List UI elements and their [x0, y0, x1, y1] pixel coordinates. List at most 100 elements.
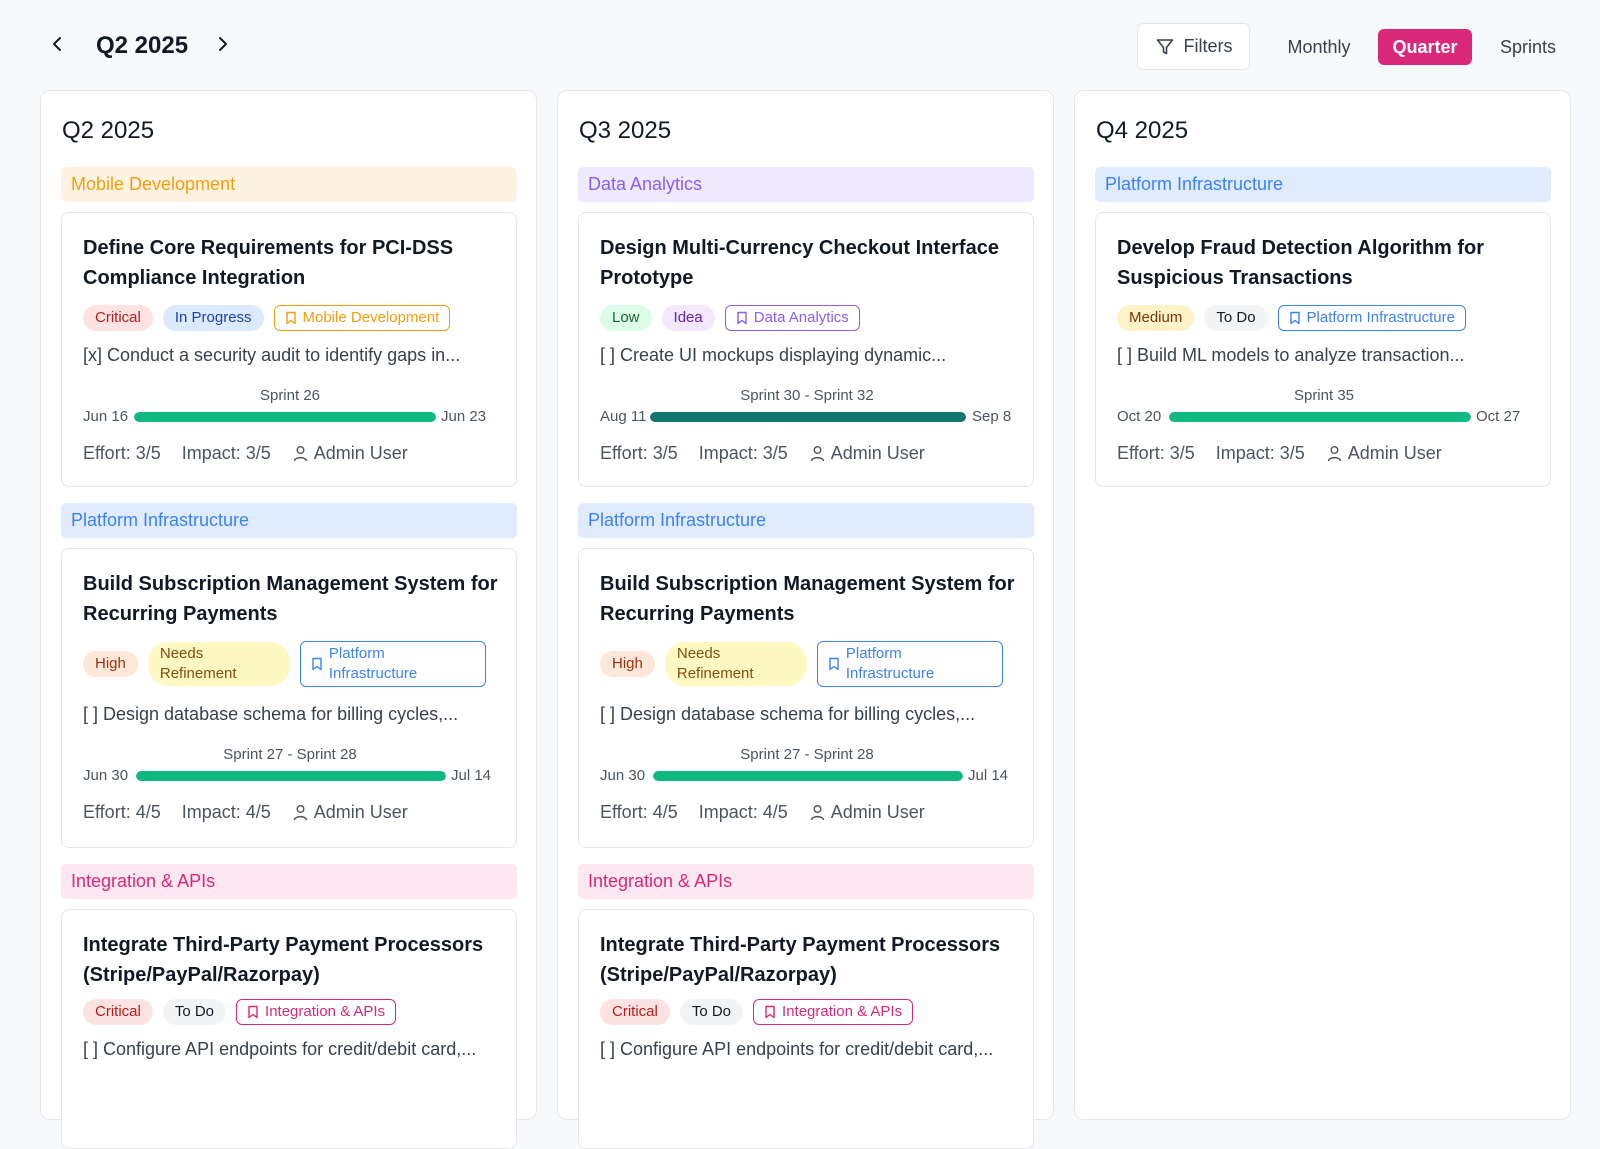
- category-label: Platform Infrastructure: [845, 645, 935, 682]
- bookmark-icon: [1289, 311, 1300, 325]
- card-title: Integrate Third-Party Payment Processors…: [600, 934, 1001, 986]
- effort-score: Effort: 4/5: [600, 802, 678, 822]
- timeline-bar-fill: [1169, 412, 1471, 422]
- roadmap-card[interactable]: Build Subscription Management System for…: [61, 548, 517, 848]
- category-badge: Data Analytics: [724, 305, 860, 331]
- view-monthly-button[interactable]: Monthly: [1287, 36, 1351, 57]
- card-description: [ ] Configure API endpoints for credit/d…: [83, 1039, 477, 1059]
- timeline-bar: [136, 771, 446, 781]
- next-period-button[interactable]: [209, 30, 237, 58]
- group-header-integration-apis: Integration & APIs: [61, 864, 517, 899]
- end-date: Jul 14: [451, 767, 492, 784]
- sprint-label: Sprint 27 - Sprint 28: [223, 746, 357, 763]
- card-meta: Effort: 3/5 Impact: 3/5 Admin User: [600, 443, 925, 464]
- bookmark-icon: [765, 1005, 775, 1019]
- category-label: Data Analytics: [753, 309, 849, 326]
- start-date: Jun 30: [600, 767, 646, 784]
- timeline-bar-fill: [650, 412, 966, 422]
- previous-period-button[interactable]: [43, 30, 71, 58]
- roadmap-card[interactable]: Develop Fraud Detection Algorithm for Su…: [1095, 212, 1551, 487]
- category-badge: Platform Infrastructure: [816, 641, 1003, 687]
- category-badge: Integration & APIs: [753, 999, 914, 1025]
- status-badge: To Do: [1204, 305, 1268, 331]
- impact-score: Impact: 3/5: [698, 443, 788, 463]
- category-label: Platform Infrastructure: [328, 645, 418, 682]
- sprint-label: Sprint 35: [1293, 387, 1355, 404]
- sprint-label: Sprint 26: [259, 387, 321, 404]
- status-badge: Idea: [661, 305, 715, 331]
- card-description: [ ] Create UI mockups displaying dynamic…: [600, 345, 947, 365]
- status-badge: In Progress: [162, 305, 264, 331]
- end-date: Jul 14: [968, 767, 1009, 784]
- priority-badge: Medium: [1117, 305, 1195, 331]
- card-tags: Medium To Do Platform Infrastructure: [1117, 305, 1466, 331]
- effort-score: Effort: 3/5: [1117, 443, 1195, 463]
- view-quarter-button[interactable]: Quarter: [1378, 29, 1472, 65]
- card-title: Build Subscription Management System for…: [600, 573, 1015, 625]
- start-date: Jun 30: [83, 767, 129, 784]
- start-date: Jun 16: [83, 408, 129, 425]
- user-icon: [810, 805, 824, 821]
- bookmark-icon: [285, 311, 296, 325]
- category-label: Integration & APIs: [265, 1003, 386, 1020]
- timeline-bar-fill: [653, 771, 963, 781]
- user-icon: [1327, 446, 1341, 462]
- filters-label: Filters: [1183, 36, 1233, 56]
- status-badge: To Do: [162, 999, 227, 1025]
- column-title: Q4 2025: [1096, 117, 1189, 144]
- end-date: Oct 27: [1476, 408, 1521, 425]
- period-title: Q2 2025: [96, 32, 189, 59]
- category-label: Mobile Development: [302, 309, 440, 326]
- card-tags: High Needs Refinement Platform Infrastru…: [600, 641, 1003, 687]
- column-title: Q2 2025: [62, 117, 155, 144]
- roadmap-card[interactable]: Build Subscription Management System for…: [578, 548, 1034, 848]
- start-date: Oct 20: [1117, 408, 1162, 425]
- user-icon: [293, 446, 307, 462]
- priority-badge: Critical: [600, 999, 670, 1025]
- owner-name: Admin User: [313, 802, 408, 822]
- category-badge: Platform Infrastructure: [299, 641, 486, 687]
- sprint-label: Sprint 30 - Sprint 32: [740, 387, 874, 404]
- impact-score: Impact: 4/5: [181, 802, 271, 822]
- quarter-column-q2: Q2 2025 Mobile Development Define Core R…: [40, 90, 537, 1149]
- bookmark-icon: [248, 1005, 258, 1019]
- card-title: Develop Fraud Detection Algorithm for Su…: [1117, 237, 1485, 289]
- quarter-column-q4: Q4 2025 Platform Infrastructure Develop …: [1074, 90, 1571, 1120]
- chevron-left-icon: [53, 37, 61, 51]
- effort-score: Effort: 4/5: [83, 802, 161, 822]
- timeline-bar: [1169, 412, 1471, 422]
- impact-score: Impact: 3/5: [181, 443, 271, 463]
- timeline-bar: [134, 412, 436, 422]
- bookmark-icon: [829, 657, 839, 671]
- quarter-column-q3: Q3 2025 Data Analytics Design Multi-Curr…: [557, 90, 1054, 1149]
- roadmap-card[interactable]: Design Multi-Currency Checkout Interface…: [578, 212, 1034, 487]
- chevron-right-icon: [219, 37, 227, 51]
- bookmark-icon: [737, 311, 747, 325]
- timeline-bar-fill: [134, 412, 436, 422]
- roadmap-card[interactable]: Integrate Third-Party Payment Processors…: [578, 909, 1034, 1149]
- group-header-data-analytics: Data Analytics: [578, 167, 1034, 202]
- owner-name: Admin User: [313, 443, 408, 463]
- filters-button[interactable]: Filters: [1137, 23, 1250, 70]
- user-icon: [810, 446, 824, 462]
- priority-badge: Critical: [83, 305, 153, 331]
- card-tags: Critical To Do Integration & APIs: [83, 999, 397, 1025]
- group-header-mobile-development: Mobile Development: [61, 167, 517, 202]
- card-title: Design Multi-Currency Checkout Interface…: [600, 237, 999, 289]
- effort-score: Effort: 3/5: [600, 443, 678, 463]
- category-badge: Mobile Development: [273, 305, 451, 331]
- card-title: Define Core Requirements for PCI-DSS Com…: [83, 237, 454, 289]
- bookmark-icon: [312, 657, 322, 671]
- owner-name: Admin User: [1347, 443, 1442, 463]
- roadmap-card[interactable]: Integrate Third-Party Payment Processors…: [61, 909, 517, 1149]
- group-header-integration-apis: Integration & APIs: [578, 864, 1034, 899]
- impact-score: Impact: 4/5: [698, 802, 788, 822]
- roadmap-card[interactable]: Define Core Requirements for PCI-DSS Com…: [61, 212, 517, 487]
- priority-badge: Low: [600, 305, 652, 331]
- effort-score: Effort: 3/5: [83, 443, 161, 463]
- card-tags: Low Idea Data Analytics: [600, 305, 860, 331]
- card-meta: Effort: 4/5 Impact: 4/5 Admin User: [83, 802, 408, 823]
- card-title: Integrate Third-Party Payment Processors…: [83, 934, 484, 986]
- view-sprints-button[interactable]: Sprints: [1499, 36, 1557, 57]
- priority-badge: Critical: [83, 999, 153, 1025]
